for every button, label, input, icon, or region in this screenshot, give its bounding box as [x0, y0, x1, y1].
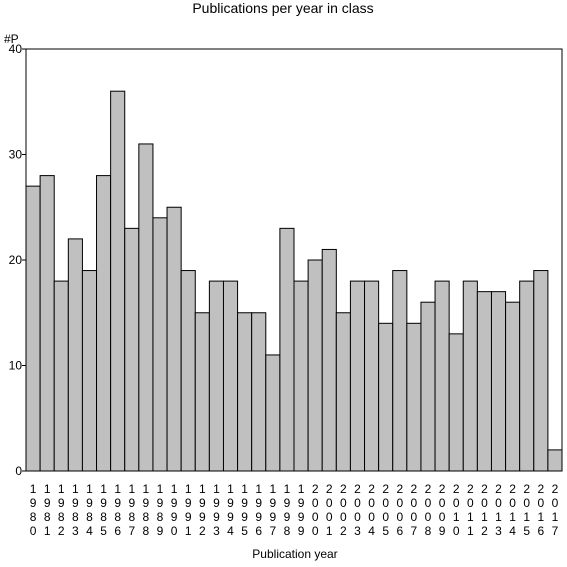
y-tick-label: 0 — [15, 464, 22, 478]
bar-2015 — [519, 280, 535, 472]
bar-2013 — [490, 291, 507, 472]
bar-1988 — [138, 143, 154, 472]
bar-1984 — [81, 270, 98, 472]
bar-2004 — [364, 280, 380, 472]
bar-1995 — [237, 312, 253, 472]
bar-1998 — [279, 227, 295, 472]
plot-frame — [25, 48, 563, 472]
bar-2007 — [406, 322, 422, 472]
bar-1992 — [194, 312, 210, 472]
bar-2002 — [335, 312, 351, 472]
bar-1999 — [293, 280, 309, 472]
bar-2014 — [505, 301, 521, 472]
bar-2009 — [434, 280, 450, 472]
y-axis: 0 10 20 30 40 — [9, 42, 26, 478]
bar-1996 — [251, 312, 267, 472]
chart-title: Publications per year in class — [192, 0, 373, 16]
bar-1985 — [96, 175, 112, 472]
bar-2012 — [476, 291, 492, 472]
bar-2010 — [448, 333, 464, 472]
bar-2017 — [547, 449, 563, 472]
bar-2001 — [321, 248, 337, 472]
bars-group — [25, 90, 563, 472]
bar-1989 — [152, 217, 168, 472]
y-tick-label: 10 — [9, 359, 23, 373]
bar-1983 — [67, 238, 83, 472]
bar-1990 — [166, 206, 182, 472]
bar-1991 — [180, 270, 196, 472]
bar-1981 — [39, 175, 55, 472]
bar-2005 — [378, 322, 394, 472]
bar-2011 — [462, 280, 478, 472]
bar-1993 — [208, 280, 224, 472]
y-tick-label: 20 — [9, 253, 23, 267]
x-tick-labels: 1 9 8 0 1 9 8 1 1 9 8 2 1 9 8 3 1 9 8 4 1 9 8 5 1 9 8 6 1 9 8 7 1 9 8 8 1 9 8 9… — [30, 482, 559, 538]
bar-1980 — [25, 185, 41, 472]
bar-2008 — [420, 301, 436, 472]
bar-1986 — [110, 90, 126, 472]
bar-1982 — [53, 280, 69, 472]
bar-1994 — [222, 280, 239, 472]
bar-2006 — [392, 270, 408, 472]
x-axis-label: Publication year — [252, 547, 337, 561]
y-axis-label: #P — [4, 32, 19, 46]
bar-2016 — [533, 270, 549, 472]
bar-2003 — [349, 280, 366, 472]
y-tick-label: 30 — [9, 148, 23, 162]
bar-1987 — [124, 227, 140, 472]
bar-2000 — [307, 259, 323, 472]
bar-1997 — [265, 354, 281, 472]
y-tick-label: 40 — [9, 42, 23, 56]
